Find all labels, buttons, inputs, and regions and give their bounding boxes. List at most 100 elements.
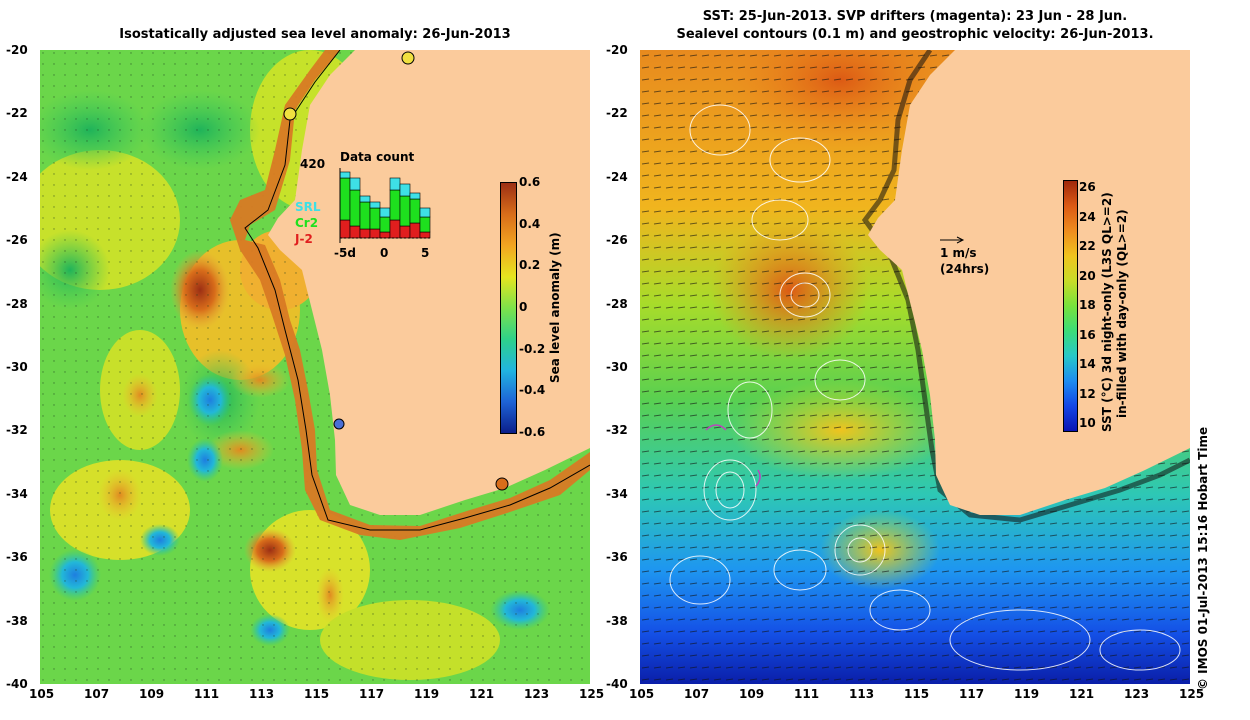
- data-count-inset: 420 Data count SRL Cr2 J-2 -5d 0 5: [290, 150, 440, 270]
- left-lon-tick: 117: [359, 687, 385, 701]
- sla-colorbar-tick: -0.4: [519, 383, 546, 398]
- left-lat-tick: -26: [6, 233, 28, 248]
- right-lat-tick: -40: [606, 677, 628, 691]
- data-count-bar-cr2: [379, 216, 391, 233]
- right-lon-tick: 125: [1179, 687, 1205, 701]
- data-count-bar-j2: [369, 228, 381, 239]
- left-lat-tick: -28: [6, 296, 28, 311]
- sla-colorbar: [500, 182, 517, 434]
- data-count-bar-j2: [409, 222, 421, 239]
- data-count-bar-cr2: [399, 195, 411, 227]
- data-count-bar-j2: [379, 231, 391, 239]
- data-count-bar-j2: [399, 225, 411, 239]
- legend-srl: SRL: [295, 200, 321, 214]
- left-lon-tick: 107: [84, 687, 110, 701]
- sst-colorbar-label-1: SST (°C) 3d night-only (L3S QL>=2): [1100, 192, 1114, 432]
- left-lon-tick: 115: [304, 687, 330, 701]
- sla-colorbar-tick: 0.6: [519, 175, 541, 189]
- right-lat-tick: -20: [606, 43, 628, 57]
- left-lat-tick: -34: [6, 486, 28, 501]
- right-lon-tick: 111: [794, 687, 820, 701]
- data-count-title: Data count: [340, 150, 415, 164]
- left-lat-tick: -32: [6, 423, 28, 438]
- data-count-bar-j2: [359, 228, 371, 239]
- right-lat-tick: -38: [606, 613, 628, 628]
- sla-colorbar-tick: 0.4: [519, 216, 541, 231]
- sst-colorbar-tick: 26: [1079, 180, 1096, 194]
- data-count-bar-j2: [389, 219, 401, 239]
- data-count-bar-cr2: [409, 198, 421, 224]
- credit-text: © IMOS 01-Jul-2013 15:16 Hobart Time: [1196, 426, 1210, 690]
- data-count-bar-srl: [379, 207, 391, 218]
- sst-colorbar-tick: 20: [1079, 268, 1096, 283]
- data-count-bar-srl: [369, 201, 381, 209]
- left-lon-tick: 125: [579, 687, 605, 701]
- data-count-bar-cr2: [349, 189, 361, 227]
- inset-xtick-5: 5: [421, 246, 430, 260]
- right-lon-tick: 107: [684, 687, 710, 701]
- right-lat-tick: -26: [606, 233, 628, 248]
- left-lat-tick: -30: [6, 360, 28, 374]
- sla-colorbar-tick: -0.2: [519, 341, 546, 356]
- left-lon-tick: 123: [524, 687, 550, 701]
- data-count-bar-j2: [419, 231, 431, 239]
- sst-map: [640, 50, 1190, 684]
- right-lat-tick: -24: [606, 169, 628, 184]
- right-lon-tick: 113: [849, 687, 875, 701]
- data-count-bars: [339, 168, 431, 243]
- right-lon-tick: 119: [1014, 687, 1040, 701]
- sla-colorbar-tick: -0.6: [519, 425, 546, 439]
- data-count-bar-j2: [339, 219, 351, 239]
- data-count-bar-cr2: [389, 189, 401, 221]
- right-panel-title-line2: Sealevel contours (0.1 m) and geostrophi…: [676, 27, 1154, 42]
- left-lon-tick: 121: [469, 687, 495, 701]
- left-lon-tick: 111: [194, 687, 220, 701]
- sst-colorbar-tick: 10: [1079, 416, 1096, 430]
- right-lat-tick: -34: [606, 486, 628, 501]
- data-count-bar-cr2: [369, 207, 381, 230]
- left-lat-tick: -20: [6, 43, 28, 57]
- data-count-bar-srl: [359, 195, 371, 203]
- right-lat-tick: -28: [606, 296, 628, 311]
- right-lon-tick: 123: [1124, 687, 1150, 701]
- data-count-total: 420: [300, 157, 326, 171]
- inset-xtick-minus5: -5d: [334, 246, 356, 260]
- sla-colorbar-tick: 0: [519, 300, 528, 314]
- sst-colorbar-tick: 14: [1079, 357, 1096, 371]
- right-lat-tick: -22: [606, 106, 628, 121]
- data-count-bar-cr2: [339, 177, 351, 221]
- data-count-bar-srl: [349, 177, 361, 191]
- data-count-bar-srl: [339, 171, 351, 179]
- left-lon-tick: 109: [139, 687, 165, 701]
- data-count-bar-srl: [409, 192, 421, 200]
- right-lon-tick: 117: [959, 687, 985, 701]
- data-count-bar-j2: [349, 225, 361, 239]
- right-lon-tick: 109: [739, 687, 765, 701]
- inset-xtick-0: 0: [380, 246, 389, 260]
- left-lat-tick: -36: [6, 550, 28, 565]
- sst-colorbar-tick: 16: [1079, 327, 1096, 342]
- right-lat-tick: -30: [606, 360, 628, 374]
- data-count-bar-cr2: [419, 216, 431, 233]
- velocity-scale-label: 1 m/s: [940, 246, 977, 260]
- sst-colorbar-tick: 24: [1079, 209, 1096, 224]
- legend-cr2: Cr2: [295, 216, 319, 230]
- data-count-bar-srl: [399, 183, 411, 197]
- sst-colorbar-label-2: in-filled with day-only (QL>=2): [1115, 209, 1129, 418]
- sst-colorbar-tick: 18: [1079, 298, 1096, 312]
- left-lat-tick: -38: [6, 613, 28, 628]
- sla-colorbar-label: Sea level anomaly (m): [548, 232, 562, 383]
- right-lon-tick: 115: [904, 687, 930, 701]
- data-count-bar-cr2: [359, 201, 371, 230]
- legend-j2: J-2: [295, 232, 313, 246]
- left-lat-tick: -24: [6, 169, 28, 184]
- data-count-bar-srl: [419, 207, 431, 218]
- right-lat-tick: -32: [606, 423, 628, 438]
- left-lon-tick: 119: [414, 687, 440, 701]
- sst-colorbar-tick: 12: [1079, 386, 1096, 401]
- left-lat-tick: -22: [6, 106, 28, 121]
- right-lat-tick: -36: [606, 550, 628, 565]
- sla-colorbar-tick: 0.2: [519, 258, 541, 273]
- data-count-bar-srl: [389, 177, 401, 191]
- left-lon-tick: 113: [249, 687, 275, 701]
